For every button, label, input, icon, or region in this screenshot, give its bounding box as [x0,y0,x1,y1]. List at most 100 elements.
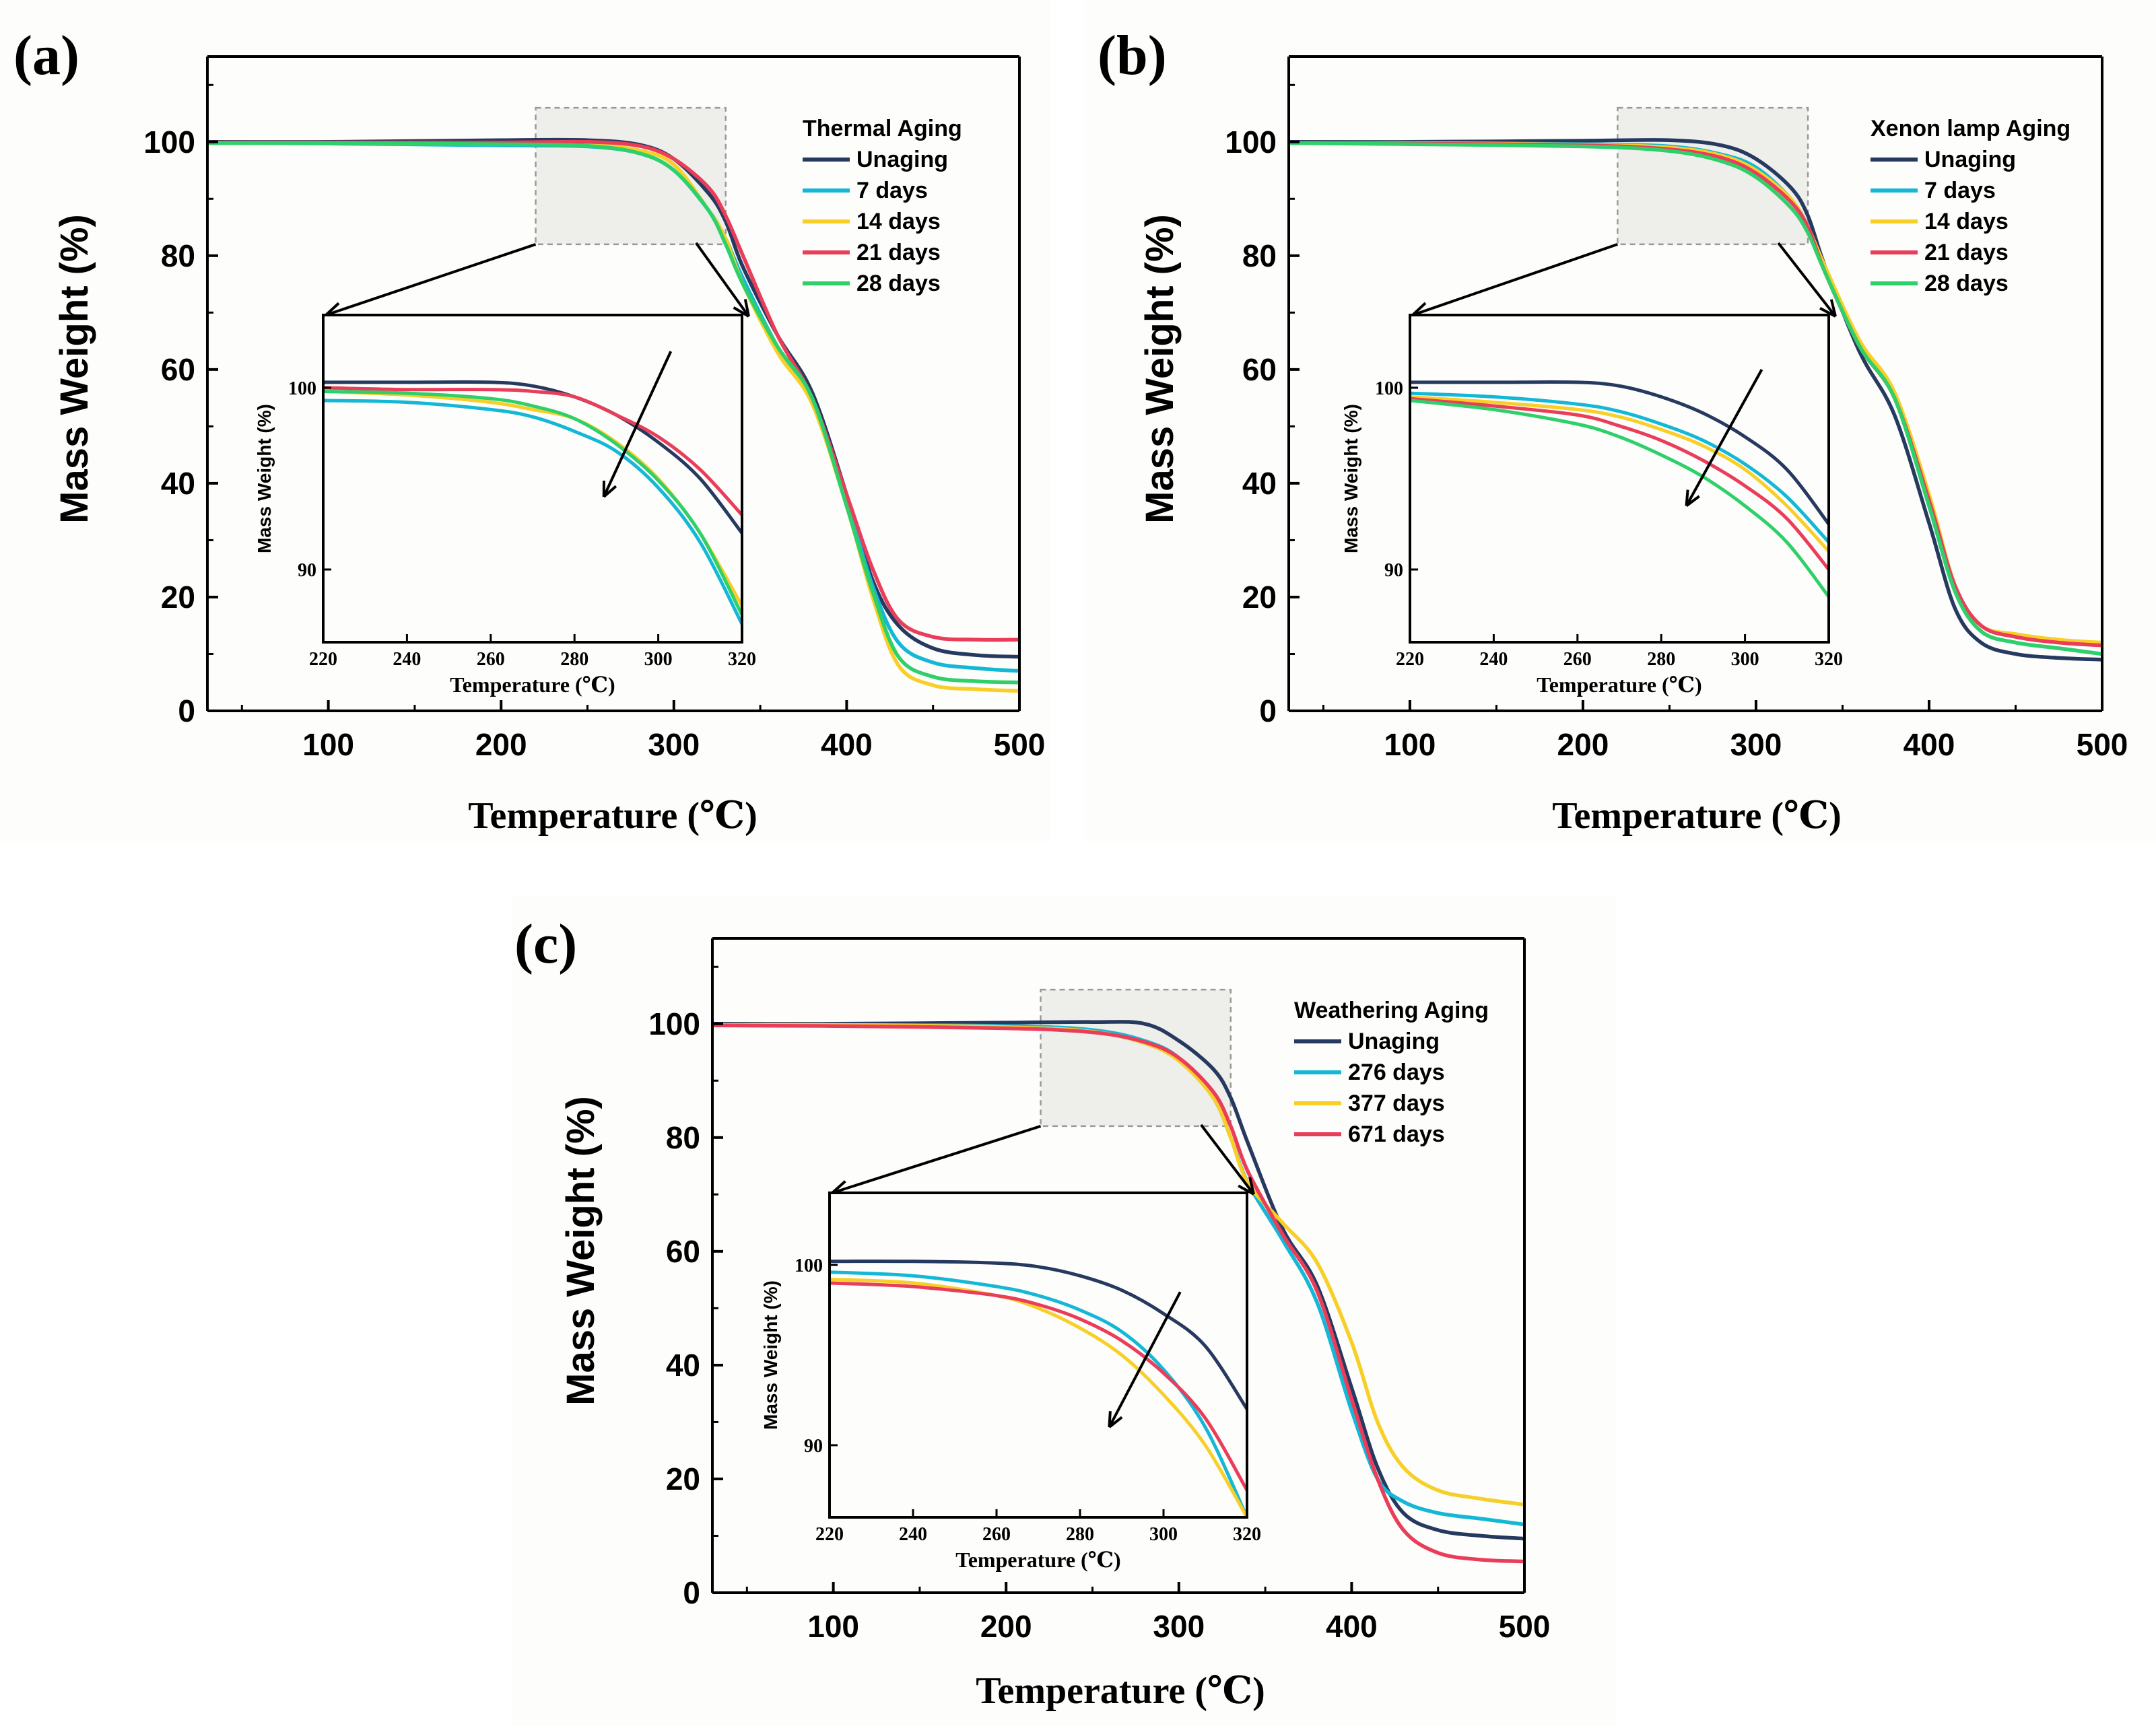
legend-title: Weathering Aging [1294,998,1489,1023]
inset-frame [828,1192,1248,1519]
legend-label: 14 days [1924,209,2009,234]
x-tick-label: 400 [821,727,873,762]
inset-trend-arrow-head [1108,1411,1123,1428]
y-tick-label: 80 [1242,238,1277,273]
panel-c-label: (c) [514,913,577,975]
zoom-connector-right-head [733,299,750,318]
y-tick-label: 0 [178,693,195,728]
inset-y-tick-label: 100 [795,1255,823,1276]
legend-label: 21 days [856,240,941,265]
legend-label: 377 days [1348,1091,1445,1116]
x-tick-label: 100 [807,1609,859,1644]
inset-x-axis-title: Temperature (℃) [1537,672,1702,697]
inset-trend-arrow-shaft [1108,1291,1182,1428]
legend-label: 14 days [856,209,941,234]
legend-label: 7 days [856,178,928,203]
legend-label: 671 days [1348,1121,1445,1147]
x-tick-label: 500 [2077,727,2128,762]
inset-y-tick-label: 100 [1375,378,1403,399]
x-tick-label: 200 [980,1609,1032,1644]
inset-background [830,1193,1247,1517]
inset-series-line [323,389,742,616]
legend-label: Unaging [1924,147,2016,172]
y-tick-label: 20 [666,1461,700,1496]
inset-background [323,315,742,642]
inset-x-tick-label: 280 [1647,649,1675,670]
x-tick-label: 100 [1384,727,1436,762]
series-line-28-days [207,141,1019,685]
zoom-connector-right-head [1819,299,1837,318]
inset-x-tick-label: 220 [815,1524,844,1545]
panel-b-label: (b) [1098,24,1167,87]
series-line-671-days [712,1023,1524,1564]
y-tick-label: 100 [143,125,195,160]
zoom-connector-right-head [1238,1177,1255,1196]
y-tick-label: 100 [1225,125,1277,160]
panel-c-plot: 100 200 300 400 500 0 20 40 60 80 100 Weathering Ag… [648,937,1551,1644]
panel-b: (b) Mass Weight (%) Temperature (℃) 100 2… [1084,0,2156,841]
series-line-28-days [1289,141,2102,656]
inset-y-axis-title: Mass Weight (%) [760,1280,781,1430]
inset-series-line [323,386,742,516]
inset-x-tick-label: 220 [309,649,337,670]
legend-label: 28 days [856,271,941,296]
y-tick-label: 60 [666,1234,700,1269]
x-tick-label: 300 [648,727,700,762]
y-tick-label: 60 [1242,352,1277,387]
inset-x-tick-label: 300 [644,649,673,670]
panel-c-y-axis-title: Mass Weight (%) [559,1096,603,1406]
inset-x-axis-title: Temperature (℃) [450,672,615,697]
y-tick-label: 60 [161,352,195,387]
legend-label: Unaging [856,147,948,172]
legend-label: 7 days [1924,178,1996,203]
inset-x-tick-label: 320 [1815,649,1843,670]
zoom-connector-left-shaft [832,1125,1042,1194]
legend-label: 21 days [1924,240,2009,265]
y-tick-label: 100 [648,1006,700,1041]
panel-b-plot: 100 200 300 400 500 0 20 40 60 80 100 Xenon lamp Ag… [1225,55,2128,762]
legend-label: 28 days [1924,271,2009,296]
panel-a-label: (a) [13,24,79,87]
inset-series-line [1410,399,1829,598]
inset-x-tick-label: 220 [1396,649,1424,670]
y-tick-label: 0 [1259,693,1277,728]
x-tick-label: 200 [1557,727,1609,762]
x-tick-label: 500 [1499,1609,1551,1644]
inset-x-tick-label: 300 [1149,1524,1178,1545]
legend-label: 276 days [1348,1060,1445,1085]
inset-series-line [830,1270,1247,1517]
x-tick-label: 400 [1326,1609,1378,1644]
inset-series-line [1410,380,1829,526]
legend-label: Unaging [1348,1029,1440,1054]
legend-title: Xenon lamp Aging [1871,116,2070,141]
inset-y-tick-label: 90 [1384,560,1403,581]
panel-b-x-axis-title: Temperature (℃) [1552,795,1841,837]
inset-x-tick-label: 240 [1479,649,1508,670]
inset-trend-arrow-head [1685,489,1700,508]
inset-series-line [1410,391,1829,544]
panel-a-x-axis-title: Temperature (℃) [468,795,757,837]
inset-y-axis-title: Mass Weight (%) [254,404,275,553]
y-tick-label: 80 [161,238,195,273]
x-tick-label: 100 [302,727,354,762]
panel-c: (c) Mass Weight (%) Temperature (℃) 100 2… [512,895,1616,1726]
inset-series-line [1410,395,1829,553]
inset-series-line [1410,396,1829,571]
inset-y-tick-label: 100 [288,378,316,399]
x-tick-label: 200 [475,727,527,762]
zoom-connector-left-shaft [325,243,537,316]
x-tick-label: 400 [1904,727,1955,762]
x-tick-label: 300 [1730,727,1782,762]
inset-series-line [830,1259,1247,1410]
inset-series-line [830,1278,1247,1517]
y-tick-label: 0 [683,1575,700,1610]
inset-trend-arrow-shaft [1685,369,1763,507]
panel-b-y-axis-title: Mass Weight (%) [1138,214,1182,524]
inset-x-tick-label: 300 [1731,649,1759,670]
zoom-connector-right-shaft [695,242,750,318]
inset-y-axis-title: Mass Weight (%) [1341,404,1361,553]
inset-x-tick-label: 320 [1233,1524,1261,1545]
panel-a-plot: 100 200 300 400 500 0 20 40 60 80 100 Thermal Aging… [143,55,1045,762]
y-tick-label: 40 [1242,466,1277,501]
y-tick-label: 40 [666,1348,700,1383]
